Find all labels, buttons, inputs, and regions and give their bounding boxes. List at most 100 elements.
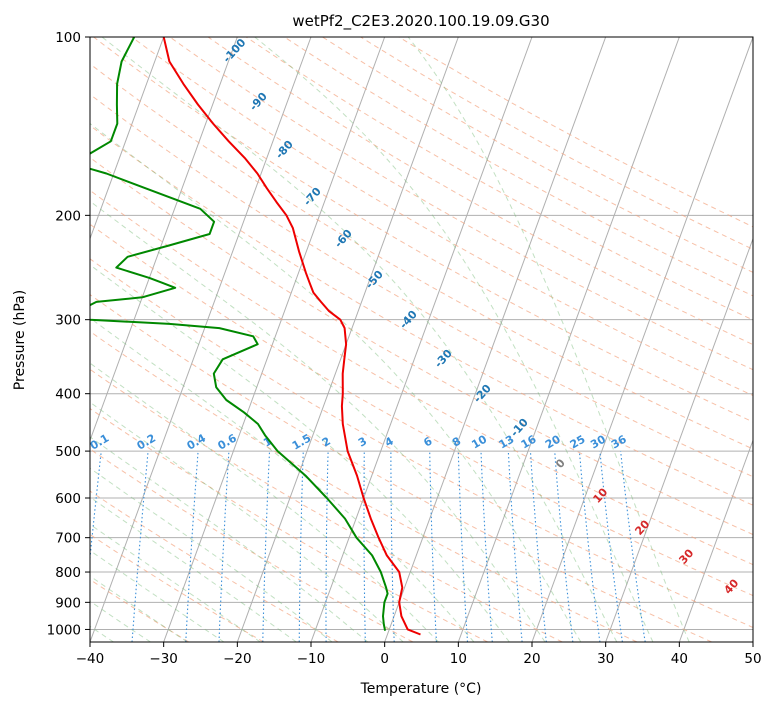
mixing-ratio-label: 3 bbox=[356, 435, 369, 450]
dry-adiabat-line bbox=[245, 37, 753, 321]
moist-adiabat-line bbox=[90, 467, 333, 642]
dry-adiabat-line bbox=[284, 37, 753, 297]
moist-adiabat-line bbox=[101, 37, 618, 642]
y-tick-label: 700 bbox=[55, 531, 81, 547]
y-tick-label: 800 bbox=[55, 565, 81, 581]
y-tick-label: 300 bbox=[55, 313, 81, 329]
mixing-ratio-label: 6 bbox=[421, 434, 434, 449]
dry-adiabat-label: -100 bbox=[220, 36, 248, 65]
mixing-ratio-line bbox=[131, 451, 149, 642]
isotherm-line bbox=[90, 37, 238, 442]
x-axis-label: Temperature (°C) bbox=[360, 681, 482, 697]
dry-adiabat-label: 30 bbox=[676, 546, 696, 566]
mixing-ratio-line bbox=[480, 451, 493, 642]
dry-adiabat-label: -30 bbox=[432, 347, 455, 371]
dry-adiabat-label: 0 bbox=[553, 456, 568, 471]
dry-adiabat-label: 40 bbox=[721, 576, 741, 596]
isotherm-line bbox=[457, 37, 680, 642]
dry-adiabat-line bbox=[90, 533, 264, 642]
dry-adiabat-line bbox=[90, 490, 339, 642]
mixing-ratio-line bbox=[620, 451, 646, 642]
dry-adiabat-line bbox=[398, 37, 753, 228]
moist-adiabat-line bbox=[90, 122, 582, 642]
isotherm-line bbox=[163, 37, 386, 642]
x-tick-label: −40 bbox=[76, 651, 105, 667]
dry-adiabat-line bbox=[90, 294, 712, 642]
mixing-ratio-label: 10 bbox=[469, 432, 489, 451]
isotherm-line bbox=[531, 37, 753, 642]
y-tick-label: 600 bbox=[55, 491, 81, 507]
mixing-ratio-label: 1 bbox=[261, 435, 274, 450]
dry-adiabat-line bbox=[360, 37, 753, 250]
mixing-ratio-line bbox=[529, 451, 547, 642]
dry-adiabat-line bbox=[90, 578, 190, 642]
dry-adiabat-line bbox=[322, 37, 753, 273]
dry-adiabat-line bbox=[90, 330, 638, 642]
y-tick-label: 400 bbox=[55, 387, 81, 403]
dry-adiabat-label: -90 bbox=[247, 90, 270, 114]
mixing-ratio-line bbox=[90, 451, 102, 563]
moist-adiabat-line bbox=[254, 37, 654, 642]
dry-adiabat-line bbox=[90, 63, 753, 450]
dewpoint-profile-line bbox=[90, 37, 389, 631]
mixing-ratio-line bbox=[554, 451, 574, 642]
dry-adiabat-label: -40 bbox=[397, 308, 420, 332]
mixing-ratio-label: 0.4 bbox=[185, 431, 209, 452]
x-tick-label: 20 bbox=[523, 651, 540, 667]
x-tick-label: 50 bbox=[744, 651, 761, 667]
mixing-ratio-line bbox=[218, 451, 230, 642]
mixing-ratio-label: 1.5 bbox=[290, 432, 313, 453]
dry-adiabat-label: -20 bbox=[471, 382, 494, 406]
dry-adiabat-line bbox=[207, 37, 753, 346]
isotherm-line bbox=[90, 37, 312, 642]
dry-adiabat-line bbox=[90, 124, 753, 506]
isotherm-line bbox=[90, 37, 165, 241]
y-axis-label: Pressure (hPa) bbox=[12, 290, 28, 390]
moist-adiabat-line bbox=[407, 37, 690, 642]
x-tick-label: 30 bbox=[597, 651, 614, 667]
mixing-ratio-line bbox=[390, 451, 395, 642]
dry-adiabat-line bbox=[90, 408, 488, 642]
moist-adiabat-line bbox=[90, 362, 439, 642]
mixing-ratio-line bbox=[262, 451, 271, 642]
temperature-profile-line bbox=[162, 37, 421, 636]
dry-adiabat-label: -70 bbox=[301, 185, 324, 209]
mixing-ratio-label: 0.1 bbox=[88, 432, 111, 453]
mixing-ratio-line bbox=[578, 451, 601, 642]
isotherm-line bbox=[752, 640, 753, 642]
isotherm-line bbox=[384, 37, 607, 642]
y-tick-label: 900 bbox=[55, 595, 81, 611]
moist-adiabat-line bbox=[90, 549, 225, 642]
dry-adiabat-line bbox=[90, 93, 753, 478]
dry-adiabat-line bbox=[90, 189, 753, 566]
x-tick-label: −10 bbox=[297, 651, 326, 667]
isotherm-line bbox=[236, 37, 459, 642]
isotherm-line bbox=[678, 438, 753, 642]
moist-adiabat-line bbox=[90, 436, 369, 642]
dry-adiabat-label: 10 bbox=[590, 485, 610, 505]
mixing-ratio-label: 8 bbox=[450, 435, 463, 450]
moist-adiabat-line bbox=[90, 317, 475, 642]
y-tick-label: 500 bbox=[55, 444, 81, 460]
dry-adiabat-line bbox=[93, 37, 753, 423]
mixing-ratio-label: 0.6 bbox=[215, 431, 239, 452]
y-tick-label: 1000 bbox=[47, 622, 81, 638]
mixing-ratio-line bbox=[185, 451, 199, 642]
mixing-ratio-label: 36 bbox=[609, 432, 629, 451]
dry-adiabat-line bbox=[131, 37, 753, 397]
mixing-ratio-line bbox=[325, 451, 329, 642]
moist-adiabat-line bbox=[90, 264, 510, 642]
x-tick-label: −30 bbox=[149, 651, 178, 667]
x-tick-label: −20 bbox=[223, 651, 252, 667]
dry-adiabat-line bbox=[90, 448, 414, 642]
plot-frame bbox=[89, 36, 754, 643]
mixing-ratio-line bbox=[429, 451, 437, 642]
y-tick-label: 100 bbox=[55, 30, 81, 46]
x-tick-label: 40 bbox=[671, 651, 688, 667]
dry-adiabat-line bbox=[90, 368, 563, 642]
mixing-ratio-label: 0.2 bbox=[135, 432, 158, 453]
mixing-ratio-line bbox=[507, 451, 523, 642]
chart-title: wetPf2_C2E3.2020.100.19.09.G30 bbox=[292, 12, 549, 31]
moist-adiabat-line bbox=[90, 200, 546, 642]
mixing-ratio-line bbox=[298, 451, 304, 642]
